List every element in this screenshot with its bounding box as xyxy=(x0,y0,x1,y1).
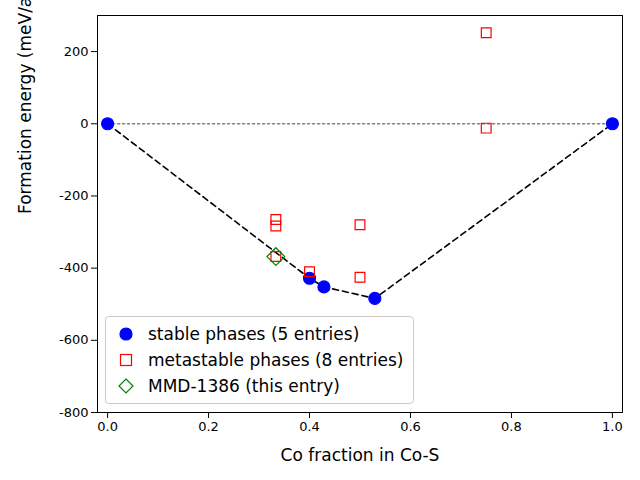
svg-text:0.4: 0.4 xyxy=(299,419,320,434)
html-text:stable phases (5 entries): stable phases (5 entries) xyxy=(148,324,360,344)
svg-text:0.6: 0.6 xyxy=(400,419,421,434)
svg-text:200: 200 xyxy=(64,44,89,59)
svg-text:Formation energy (meV/atom): Formation energy (meV/atom) xyxy=(15,0,35,214)
svg-text:1.0: 1.0 xyxy=(602,419,623,434)
svg-text:Co fraction in Co-S: Co fraction in Co-S xyxy=(281,445,440,465)
svg-text:-600: -600 xyxy=(59,332,89,347)
svg-text:0: 0 xyxy=(80,116,88,131)
svg-text:-400: -400 xyxy=(59,260,89,275)
html-text:metastable phases (8 entries): metastable phases (8 entries) xyxy=(148,350,404,370)
svg-text:-800: -800 xyxy=(59,405,89,420)
svg-text:0.8: 0.8 xyxy=(501,419,522,434)
svg-text:-200: -200 xyxy=(59,188,89,203)
svg-text:0.0: 0.0 xyxy=(97,419,118,434)
svg-text:0.2: 0.2 xyxy=(198,419,219,434)
html-text:MMD-1386 (this entry): MMD-1386 (this entry) xyxy=(148,376,340,396)
